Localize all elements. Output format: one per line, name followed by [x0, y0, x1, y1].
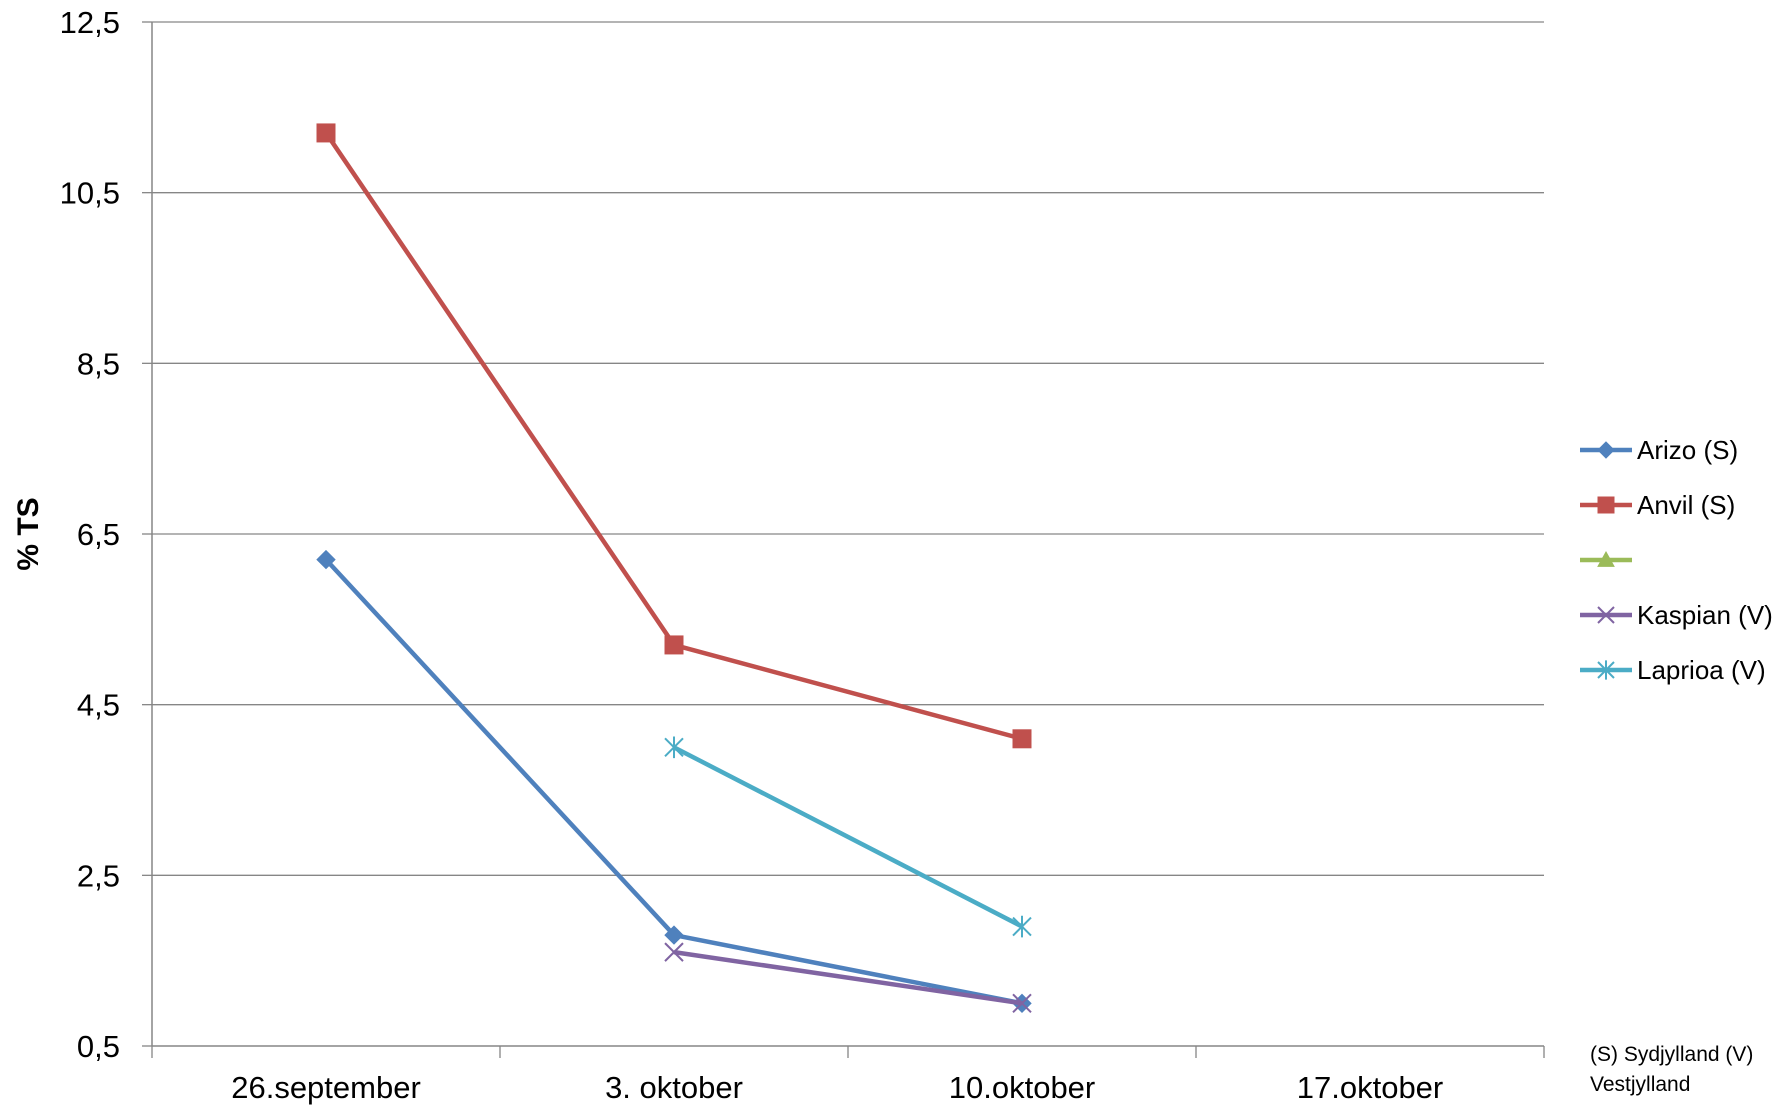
axes	[151, 22, 1545, 1058]
series-line	[673, 949, 1023, 1006]
data-point	[316, 123, 336, 143]
legend-marker	[1597, 441, 1615, 459]
y-tick-label: 2,5	[77, 858, 120, 893]
data-point	[1012, 915, 1032, 938]
legend-item: Arizo (S)	[1580, 435, 1738, 465]
y-tick-label: 4,5	[77, 688, 120, 723]
data-point	[664, 635, 684, 655]
x-tick-label: 3. oktober	[605, 1070, 743, 1105]
y-axis-label: % TS	[12, 497, 45, 570]
data-point	[664, 736, 684, 759]
data-point	[664, 942, 684, 962]
legend-item	[1580, 550, 1632, 567]
legend-label: Kaspian (V)	[1637, 600, 1773, 630]
x-tick-labels: 26.september 3. oktober 10.oktober 17.oktob…	[231, 1070, 1443, 1105]
legend-item: Laprioa (V)	[1580, 655, 1766, 685]
x-tick-label: 10.oktober	[949, 1070, 1096, 1105]
data-point	[1012, 729, 1032, 749]
data-point	[1012, 993, 1032, 1014]
legend-item: Kaspian (V)	[1580, 600, 1773, 630]
y-tick-label: 10,5	[60, 176, 120, 211]
data-point	[316, 549, 336, 570]
data-point	[664, 925, 684, 945]
legend-item: Anvil (S)	[1580, 490, 1735, 520]
legend-marker	[1597, 496, 1615, 514]
y-tick-label: 0,5	[77, 1029, 120, 1064]
x-tick-label: 26.september	[231, 1070, 421, 1105]
x-tick-label: 17.oktober	[1297, 1070, 1444, 1105]
legend-label: Laprioa (V)	[1637, 655, 1766, 685]
gridlines	[142, 21, 1544, 1047]
y-tick-label: 12,5	[60, 5, 120, 40]
series-line	[672, 745, 1024, 929]
legend: Arizo (S) Anvil (S) Kaspian (V) Laprioa (V)	[1580, 435, 1773, 685]
y-tick-label: 6,5	[77, 517, 120, 552]
region-note: (S) Sydjylland (V) Vestjylland	[1590, 1043, 1754, 1096]
series-anvil-s	[316, 123, 1032, 749]
series-group	[316, 123, 1032, 1014]
legend-marker	[1597, 606, 1615, 624]
legend-marker	[1597, 550, 1615, 567]
series-laprioa-v	[664, 736, 1032, 938]
y-tick-label: 8,5	[77, 346, 120, 381]
series-kaspian-v	[664, 942, 1032, 1014]
series-arizo-s	[316, 549, 1032, 1014]
legend-label: Anvil (S)	[1637, 490, 1735, 520]
legend-marker	[1597, 660, 1615, 680]
legend-label: Arizo (S)	[1637, 435, 1738, 465]
y-tick-labels: 0,5 2,5 4,5 6,5 8,5 10,5 12,5	[60, 5, 120, 1064]
